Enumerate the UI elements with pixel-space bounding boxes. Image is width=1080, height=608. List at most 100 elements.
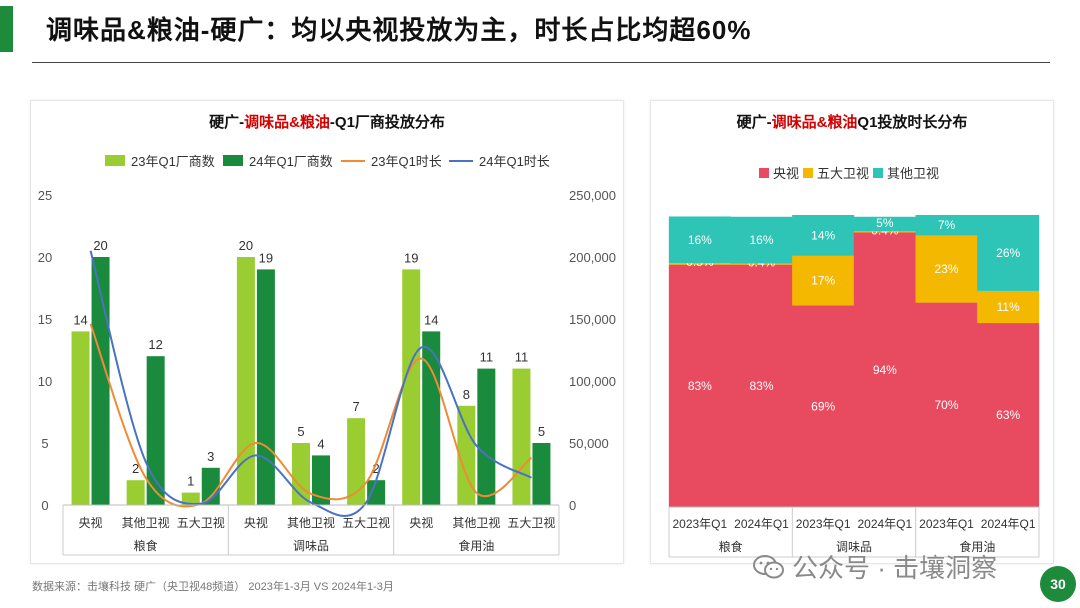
bar-value-label: 19 [404, 250, 418, 265]
line-24q1-duration [89, 250, 532, 517]
page-title: 调味品&粮油-硬广：均以央视投放为主，时长占比均超60% [46, 15, 752, 45]
stacked-segment-央视 [730, 264, 793, 507]
legend-swatch-1 [803, 168, 813, 178]
bar-23q1 [71, 331, 90, 505]
stacked-segment-央视 [668, 264, 731, 507]
legend-label-2: 23年Q1时长 [371, 154, 442, 169]
line-23q1-duration [89, 323, 533, 508]
stacked-segment-其他卫视 [853, 216, 916, 232]
bar-23q1 [181, 492, 200, 505]
stacked-segment-其他卫视 [668, 216, 731, 264]
bar-value-label: 4 [317, 436, 324, 451]
legend-label-2: 其他卫视 [887, 166, 939, 181]
segment-value-label: 16% [688, 233, 712, 247]
legend-swatch-0 [759, 168, 769, 178]
y-left-tick: 20 [38, 250, 52, 265]
y-left-tick: 10 [38, 374, 52, 389]
y-right-tick: 200,000 [569, 250, 616, 265]
bar-23q1 [512, 368, 531, 505]
x-group-label: 食用油 [959, 539, 995, 554]
stacked-segment-其他卫视 [977, 215, 1040, 291]
page-number: 30 [1040, 566, 1076, 602]
x-category-label: 其他卫视 [287, 515, 335, 530]
right-chart-panel: 硬广-调味品&粮油Q1投放时长分布 央视五大卫视其他卫视83%0.5%16%83… [650, 100, 1054, 564]
legend-label-0: 央视 [773, 166, 799, 181]
x-category-label: 央视 [79, 515, 103, 530]
legend-label-3: 24年Q1时长 [479, 154, 550, 169]
stacked-segment-其他卫视 [792, 215, 855, 256]
stacked-segment-央视 [915, 302, 978, 507]
wechat-icon [753, 554, 784, 578]
airtime-distribution-chart: 硬广-调味品&粮油Q1投放时长分布 央视五大卫视其他卫视83%0.5%16%83… [668, 113, 1040, 558]
bar-value-label: 3 [207, 449, 214, 464]
legend-swatch-1 [223, 155, 243, 166]
watermark-text: 公众号 · 击壤洞察 [792, 553, 998, 583]
segment-value-label: 83% [688, 379, 712, 393]
y-left-tick: 15 [38, 312, 52, 327]
segment-value-label: 83% [749, 379, 773, 393]
watermark: 公众号 · 击壤洞察 [752, 548, 997, 585]
segment-value-label: 94% [873, 363, 897, 377]
x-group-label: 调味品 [293, 539, 329, 553]
y-right-tick: 100,000 [569, 374, 616, 389]
bar-value-label: 5 [538, 424, 545, 439]
x-group-label: 粮食 [134, 538, 158, 553]
x-category-label: 五大卫视 [177, 515, 225, 530]
bar-value-label: 11 [480, 350, 494, 365]
bar-value-label: 5 [297, 424, 304, 439]
segment-value-label: 7% [938, 218, 956, 232]
y-left-tick: 0 [41, 498, 48, 513]
y-right-tick: 50,000 [569, 436, 609, 451]
bar-value-label: 20 [239, 238, 253, 253]
segment-value-label: 70% [934, 398, 958, 412]
stacked-segment-五大卫视 [853, 231, 916, 233]
segment-value-label: 69% [811, 399, 835, 413]
x-category-label: 2024年Q1 [981, 517, 1036, 531]
y-right-tick: 150,000 [569, 312, 616, 327]
y-left-tick: 25 [38, 188, 52, 203]
bar-value-label: 1 [187, 474, 194, 489]
segment-value-label: 63% [996, 408, 1020, 422]
x-category-label: 2023年Q1 [919, 517, 974, 531]
stacked-segment-五大卫视 [977, 290, 1040, 324]
bar-24q1 [256, 269, 275, 505]
bar-value-label: 7 [352, 399, 359, 414]
legend-label-1: 24年Q1厂商数 [249, 154, 333, 169]
segment-value-label: 5% [876, 216, 894, 230]
bar-value-label: 2 [372, 461, 379, 476]
stacked-segment-央视 [977, 323, 1040, 507]
bar-24q1 [477, 368, 496, 505]
bar-23q1 [402, 269, 421, 505]
x-category-label: 央视 [244, 515, 268, 530]
vendor-distribution-chart: 硬广-调味品&粮油-Q1厂商投放分布 23年Q1厂商数 24年Q1厂商数 23年Q1… [38, 113, 616, 556]
x-group-label: 粮食 [719, 539, 743, 554]
bar-24q1 [532, 443, 551, 505]
bar-23q1 [126, 480, 145, 505]
stacked-segment-央视 [853, 232, 916, 507]
right-chart-title: 硬广-调味品&粮油Q1投放时长分布 [737, 113, 968, 131]
bar-value-label: 19 [259, 250, 273, 265]
bar-value-label: 12 [148, 337, 162, 352]
bar-24q1 [91, 257, 110, 505]
bar-value-label: 14 [73, 312, 87, 327]
legend-label-1: 五大卫视 [817, 166, 869, 181]
bar-value-label: 11 [515, 350, 529, 365]
bar-value-label: 20 [93, 238, 107, 253]
stacked-segment-其他卫视 [915, 215, 978, 236]
bar-24q1 [422, 331, 441, 505]
segment-value-label: 16% [749, 233, 773, 247]
stacked-segment-五大卫视 [792, 255, 855, 306]
legend-label-0: 23年Q1厂商数 [131, 154, 215, 169]
title-divider [32, 62, 1050, 63]
left-chart-panel: 硬广-调味品&粮油-Q1厂商投放分布 23年Q1厂商数 24年Q1厂商数 23年Q1… [30, 100, 624, 564]
left-chart-title: 硬广-调味品&粮油-Q1厂商投放分布 [209, 113, 445, 131]
y-right-tick: 0 [569, 498, 576, 513]
x-category-label: 五大卫视 [507, 515, 555, 530]
bar-value-label: 8 [463, 387, 470, 402]
segment-value-label: 17% [811, 274, 835, 288]
segment-value-label: 26% [996, 246, 1020, 260]
x-group-label: 调味品 [836, 540, 872, 554]
data-source-note: 数据来源：击壤科技 硬广（央卫视48频道） 2023年1-3月 VS 2024年… [32, 581, 394, 593]
segment-value-label: 23% [934, 262, 958, 276]
bar-value-label: 2 [132, 461, 139, 476]
